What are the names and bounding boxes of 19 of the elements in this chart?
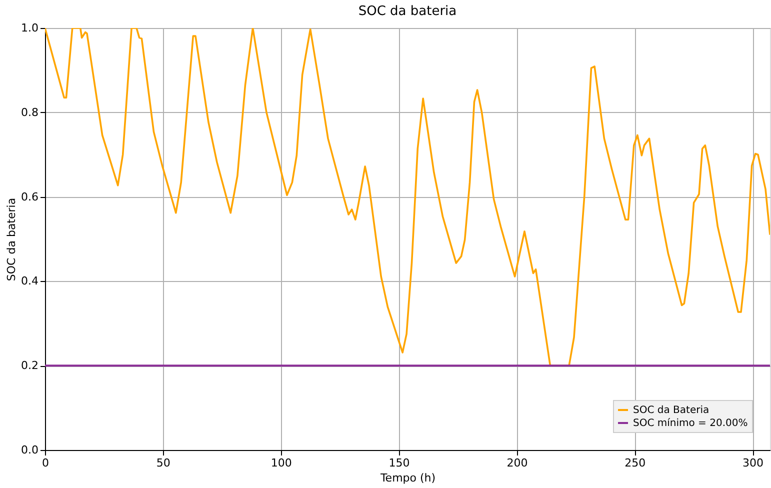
y-tick-label: 0.0 xyxy=(21,444,38,456)
y-axis-title: SOC da bateria xyxy=(5,198,18,282)
chart-title: SOC da bateria xyxy=(358,4,457,19)
x-tick-label: 300 xyxy=(742,456,764,470)
legend-label: SOC da Bateria xyxy=(633,405,710,416)
y-tick-label: 0.4 xyxy=(21,274,38,288)
line-series xyxy=(45,28,770,366)
x-tick-label: 100 xyxy=(270,456,292,470)
x-tick-label: 200 xyxy=(506,456,528,470)
x-tick-label: 50 xyxy=(156,456,170,470)
x-tick-label: 0 xyxy=(42,456,49,470)
x-axis-title: Tempo (h) xyxy=(379,472,436,484)
legend-label: SOC mínimo = 20.00% xyxy=(633,418,748,429)
y-tick-label: 0.2 xyxy=(21,359,38,372)
x-tick-label: 150 xyxy=(388,456,410,470)
y-tick-label: 0.6 xyxy=(21,190,38,204)
x-tick-label: 250 xyxy=(624,456,646,470)
y-tick-label: 0.8 xyxy=(21,106,38,119)
y-tick-label: 1.0 xyxy=(21,22,38,34)
